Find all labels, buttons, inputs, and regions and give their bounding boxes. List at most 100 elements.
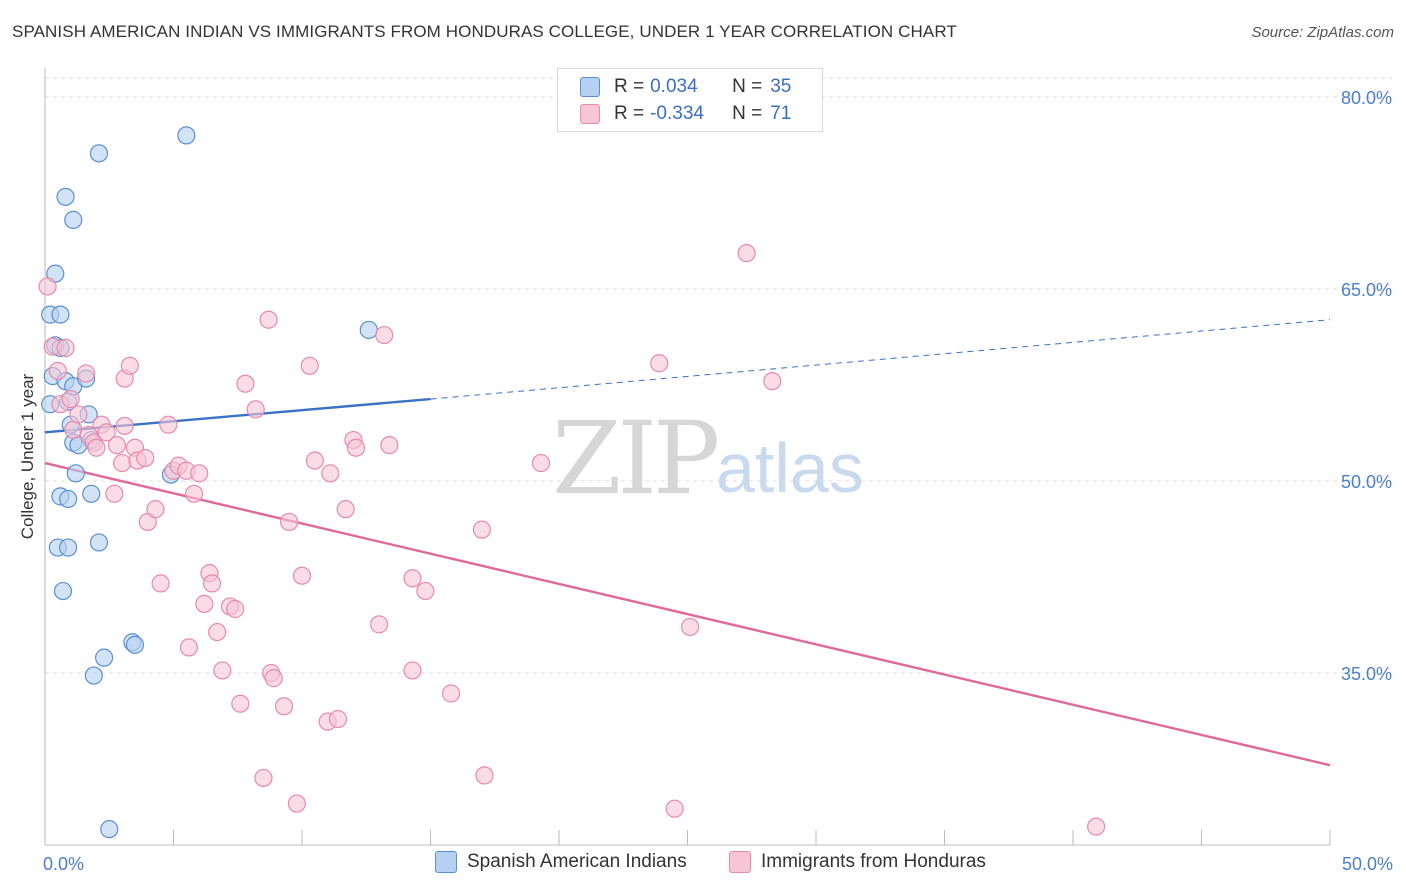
source-label: Source: ZipAtlas.com	[1251, 24, 1394, 41]
point-immigrants-from-honduras	[370, 615, 389, 634]
point-immigrants-from-honduras	[146, 500, 165, 519]
legend-swatch-pink	[580, 104, 600, 124]
point-immigrants-from-honduras	[107, 436, 127, 455]
legend-n-value: 71	[770, 103, 792, 124]
x-tick-label: 0.0%	[43, 854, 84, 874]
point-immigrants-from-honduras	[264, 669, 283, 688]
y-tick-label: 35.0%	[1341, 664, 1392, 684]
point-immigrants-from-honduras	[375, 325, 394, 345]
bottom-legend-spanish-american-indians: Spanish American Indians	[435, 851, 687, 873]
axis-labels: 35.0% 50.0% 65.0% 80.0% 0.0% 50.0% College, Un…	[18, 88, 1393, 874]
data-points	[38, 126, 1106, 839]
point-immigrants-from-honduras	[69, 405, 88, 424]
point-immigrants-from-honduras	[274, 697, 294, 716]
point-immigrants-from-honduras	[56, 338, 75, 357]
point-immigrants-from-honduras	[64, 420, 83, 439]
point-immigrants-from-honduras	[254, 768, 273, 788]
point-immigrants-from-honduras	[416, 581, 435, 601]
chart-title: SPANISH AMERICAN INDIAN VS IMMIGRANTS FR…	[12, 22, 957, 41]
point-spanish-american-indians	[100, 820, 119, 839]
point-immigrants-from-honduras	[179, 638, 199, 657]
point-immigrants-from-honduras	[328, 709, 348, 729]
legend-r-value: -0.334	[650, 103, 704, 124]
point-spanish-american-indians	[59, 538, 78, 557]
point-immigrants-from-honduras	[300, 356, 319, 375]
point-spanish-american-indians	[89, 533, 109, 552]
point-immigrants-from-honduras	[259, 310, 278, 329]
point-immigrants-from-honduras	[97, 423, 116, 442]
point-spanish-american-indians	[66, 464, 85, 483]
point-immigrants-from-honduras	[87, 438, 106, 457]
correlation-legend: R = 0.034 N = 35 R = -0.334 N = 71	[557, 68, 823, 132]
x-tick-label: 50.0%	[1342, 854, 1393, 874]
point-immigrants-from-honduras	[737, 244, 756, 263]
y-tick-label: 65.0%	[1341, 280, 1392, 300]
legend-row-immigrants-from-honduras: R = -0.334 N = 71	[580, 101, 791, 127]
point-immigrants-from-honduras	[231, 694, 250, 713]
point-spanish-american-indians	[359, 320, 378, 340]
y-axis-label: College, Under 1 year	[18, 373, 37, 539]
legend-r-label: R =	[614, 76, 645, 97]
point-immigrants-from-honduras	[159, 415, 178, 434]
point-immigrants-from-honduras	[236, 374, 255, 393]
trend-line-extension	[430, 319, 1331, 400]
bottom-legend-swatch-pink	[729, 851, 751, 873]
legend-swatch-blue	[580, 77, 600, 97]
point-spanish-american-indians	[84, 666, 103, 685]
point-spanish-american-indians	[177, 126, 196, 145]
point-immigrants-from-honduras	[665, 799, 684, 818]
point-immigrants-from-honduras	[680, 617, 700, 637]
point-immigrants-from-honduras	[403, 569, 422, 588]
point-immigrants-from-honduras	[321, 464, 340, 483]
point-immigrants-from-honduras	[105, 484, 124, 503]
legend-n-label: N =	[732, 103, 763, 124]
point-immigrants-from-honduras	[115, 416, 134, 436]
trend-line-immigrants-from-honduras	[44, 461, 1331, 767]
point-immigrants-from-honduras	[650, 354, 669, 373]
bottom-legend-swatch-blue	[435, 851, 457, 873]
legend-r-label: R =	[614, 103, 645, 124]
point-immigrants-from-honduras	[38, 277, 57, 296]
point-immigrants-from-honduras	[195, 594, 214, 613]
point-spanish-american-indians	[56, 187, 75, 206]
point-immigrants-from-honduras	[226, 599, 245, 619]
bottom-legend-label: Immigrants from Honduras	[761, 851, 986, 872]
point-immigrants-from-honduras	[213, 661, 232, 680]
point-spanish-american-indians	[89, 144, 109, 163]
point-immigrants-from-honduras	[246, 400, 265, 419]
point-spanish-american-indians	[59, 489, 78, 509]
point-immigrants-from-honduras	[190, 464, 209, 483]
point-immigrants-from-honduras	[202, 574, 222, 593]
point-immigrants-from-honduras	[292, 566, 312, 585]
watermark-zip: ZIP	[552, 400, 720, 517]
legend-r-value: 0.034	[650, 76, 698, 97]
point-immigrants-from-honduras	[336, 500, 355, 519]
point-immigrants-from-honduras	[472, 520, 491, 539]
point-immigrants-from-honduras	[77, 364, 96, 383]
legend-row-spanish-american-indians: R = 0.034 N = 35	[580, 74, 791, 100]
point-immigrants-from-honduras	[112, 453, 132, 473]
point-spanish-american-indians	[125, 635, 145, 654]
point-immigrants-from-honduras	[441, 684, 461, 703]
point-spanish-american-indians	[64, 210, 83, 229]
point-immigrants-from-honduras	[136, 448, 155, 468]
point-spanish-american-indians	[95, 648, 114, 667]
watermark-atlas: atlas	[716, 429, 864, 507]
y-tick-label: 50.0%	[1341, 472, 1392, 492]
axes	[44, 68, 1331, 846]
point-immigrants-from-honduras	[346, 438, 366, 457]
bottom-legend-label: Spanish American Indians	[467, 851, 687, 872]
bottom-legend-immigrants-from-honduras: Immigrants from Honduras	[729, 851, 986, 873]
legend-n-value: 35	[770, 76, 792, 97]
point-spanish-american-indians	[53, 581, 73, 601]
point-spanish-american-indians	[51, 305, 70, 324]
point-immigrants-from-honduras	[48, 361, 67, 381]
y-tick-label: 80.0%	[1341, 88, 1392, 108]
point-immigrants-from-honduras	[403, 661, 422, 680]
point-immigrants-from-honduras	[208, 622, 227, 642]
point-immigrants-from-honduras	[120, 356, 139, 375]
legend-n-label: N =	[732, 76, 763, 97]
point-immigrants-from-honduras	[280, 512, 299, 532]
point-immigrants-from-honduras	[475, 766, 494, 785]
